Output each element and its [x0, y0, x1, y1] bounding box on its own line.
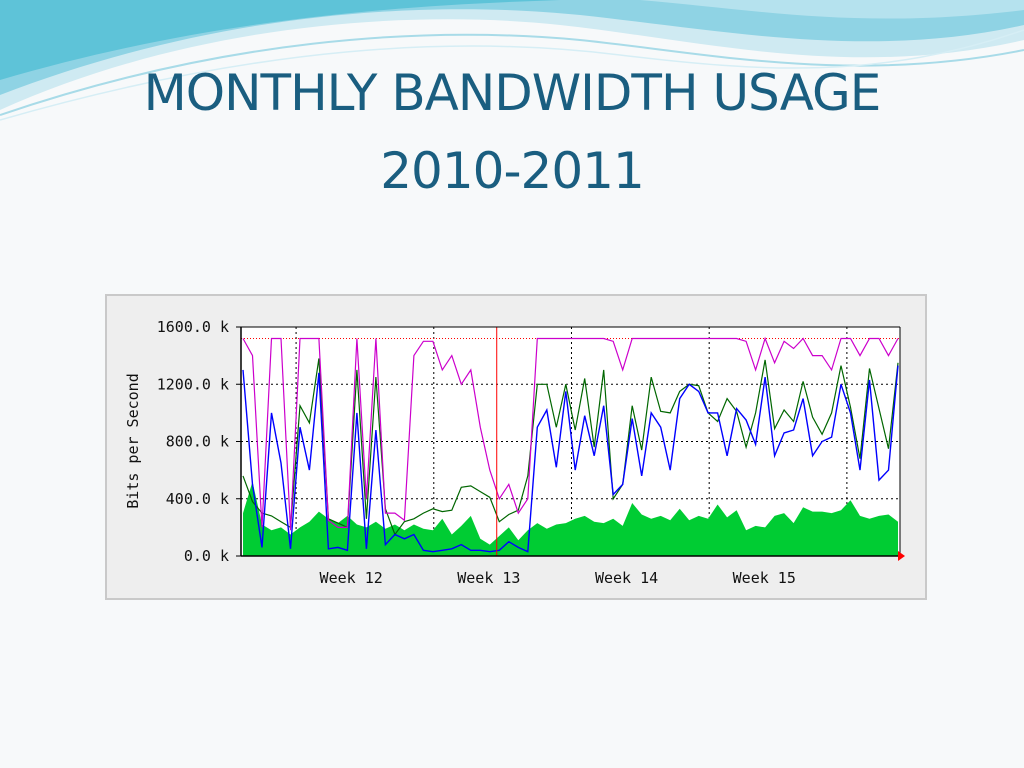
- series-layer: [242, 327, 899, 556]
- x-tick-label: Week 14: [595, 569, 658, 587]
- x-tick-label: Week 12: [320, 569, 383, 587]
- plot-background: [241, 327, 900, 556]
- axes: 0.0 k 400.0 k 800.0 k 1200.0 k 1600.0 k Week …: [157, 318, 905, 587]
- series-avg-out-line: [242, 365, 899, 553]
- y-tick-label: 1200.0 k: [157, 375, 229, 393]
- slide-title-line2: 2010-2011: [380, 142, 645, 200]
- bandwidth-chart-svg: 0.0 k 400.0 k 800.0 k 1200.0 k 1600.0 k Week …: [124, 318, 905, 587]
- y-tick-label: 0.0 k: [184, 547, 229, 565]
- bandwidth-chart: 0.0 k 400.0 k 800.0 k 1200.0 k 1600.0 k Week …: [105, 294, 927, 600]
- y-tick-label: 400.0 k: [166, 490, 229, 508]
- slide-title-line1: MONTHLY BANDWIDTH USAGE: [143, 64, 882, 122]
- series-max-out-line: [242, 336, 899, 531]
- x-tick-label: Week 15: [733, 569, 796, 587]
- y-axis-label: Bits per Second: [124, 373, 142, 508]
- y-tick-label: 800.0 k: [166, 433, 229, 451]
- y-tick-label: 1600.0 k: [157, 318, 229, 336]
- series-max-in-line: [242, 358, 899, 536]
- x-tick-label: Week 13: [457, 569, 520, 587]
- header-wave-decoration: [0, 0, 1024, 121]
- x-axis-arrow-marker: [898, 551, 905, 561]
